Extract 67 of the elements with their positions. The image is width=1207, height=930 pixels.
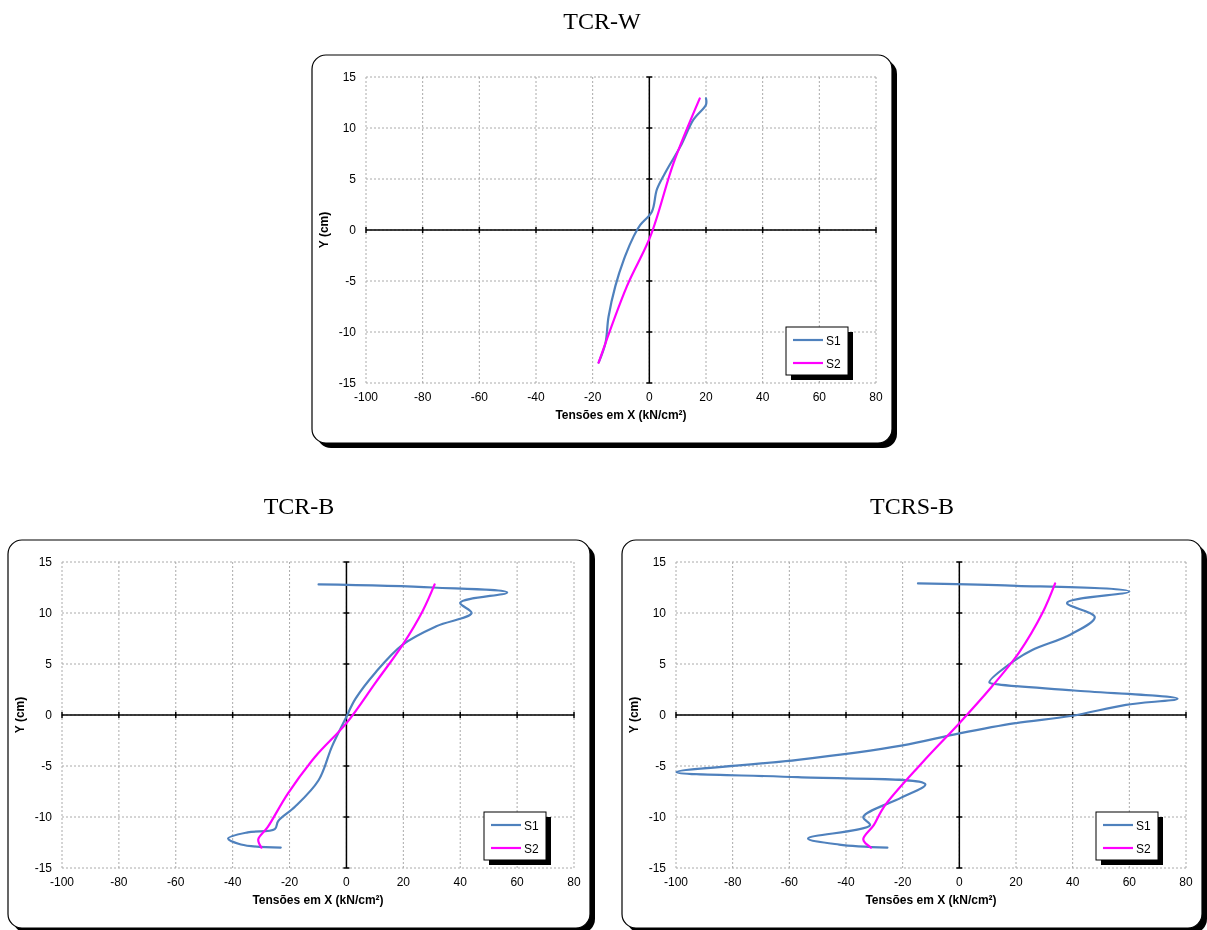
x-axis-title: Tensões em X (kN/cm²) [252, 893, 384, 907]
x-tick-label: -80 [413, 390, 432, 404]
x-tick-label: 20 [699, 390, 713, 404]
y-tick-label: 5 [45, 657, 53, 671]
x-tick-label: 60 [812, 390, 827, 404]
line-series [227, 583, 509, 849]
legend-label: S2 [826, 357, 841, 371]
x-tick-label: 0 [955, 875, 963, 889]
y-tick-label: -10 [648, 810, 667, 824]
y-tick-label: -5 [41, 759, 53, 773]
x-tick-label: -80 [110, 875, 128, 889]
legend-label: S2 [524, 842, 539, 856]
x-tick-label: 20 [396, 875, 411, 889]
y-tick-label: 10 [342, 121, 357, 135]
y-tick-label: 0 [349, 223, 357, 237]
x-tick-label: -80 [723, 875, 742, 889]
x-tick-label: 60 [1122, 875, 1137, 889]
x-tick-label: -20 [280, 875, 299, 889]
x-tick-label: -40 [223, 875, 242, 889]
x-tick-label: 40 [755, 390, 770, 404]
x-tick-label: 40 [1065, 875, 1080, 889]
x-tick-label: 80 [869, 390, 883, 404]
y-tick-label: 15 [652, 555, 667, 569]
y-tick-label: 10 [652, 606, 667, 620]
y-tick-label: -15 [648, 861, 667, 875]
y-tick-label: -10 [34, 810, 53, 824]
x-tick-label: -100 [49, 875, 75, 889]
y-tick-label: -10 [338, 325, 357, 339]
legend-label: S1 [524, 819, 539, 833]
y-tick-label: -15 [338, 376, 357, 390]
x-tick-label: 20 [1009, 875, 1023, 889]
y-axis-title: Y (cm) [13, 696, 27, 734]
x-tick-label: -60 [167, 875, 185, 889]
legend-label: S1 [826, 334, 841, 348]
y-tick-label: -5 [345, 274, 357, 288]
x-tick-label: -100 [663, 875, 689, 889]
x-tick-label: -40 [837, 875, 855, 889]
x-tick-label: 80 [567, 875, 581, 889]
y-tick-label: 0 [45, 708, 53, 722]
y-tick-label: -15 [34, 861, 53, 875]
x-tick-label: -60 [780, 875, 799, 889]
y-tick-label: 5 [349, 172, 357, 186]
chart-title: TCR-B [263, 493, 335, 519]
x-axis-title: Tensões em X (kN/cm²) [555, 408, 687, 422]
y-tick-label: -5 [655, 759, 667, 773]
x-axis-title: Tensões em X (kN/cm²) [865, 893, 997, 907]
chart-title: TCRS-B [869, 493, 955, 519]
y-axis-title: Y (cm) [627, 696, 641, 734]
line-series [257, 583, 436, 849]
legend-label: S2 [1136, 842, 1151, 856]
legend-label: S1 [1136, 819, 1151, 833]
x-tick-label: -20 [893, 875, 912, 889]
y-tick-label: 10 [38, 606, 53, 620]
chart-title: TCR-W [563, 8, 641, 34]
x-tick-label: -60 [470, 390, 489, 404]
x-tick-label: 40 [453, 875, 468, 889]
x-tick-label: -40 [527, 390, 545, 404]
x-tick-label: 60 [510, 875, 525, 889]
x-tick-label: 80 [1179, 875, 1193, 889]
y-tick-label: 0 [659, 708, 667, 722]
x-tick-label: -100 [353, 390, 379, 404]
y-axis-title: Y (cm) [317, 211, 331, 249]
y-tick-label: 15 [342, 70, 357, 84]
x-tick-label: -20 [583, 390, 602, 404]
line-series [862, 582, 1057, 849]
y-tick-label: 5 [659, 657, 667, 671]
y-tick-label: 15 [38, 555, 53, 569]
